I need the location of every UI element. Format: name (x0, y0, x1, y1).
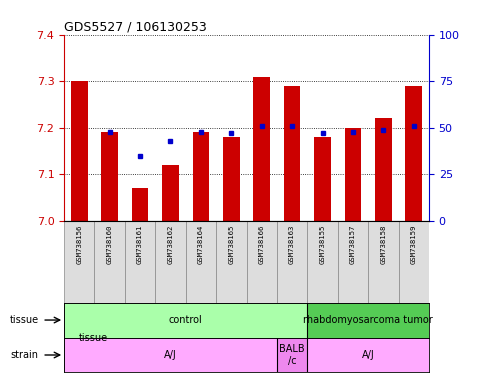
Bar (277, 338, 307, 372)
Bar (405, 86, 422, 221)
Bar (64, 338, 277, 372)
Bar (375, 118, 391, 221)
FancyBboxPatch shape (216, 221, 246, 303)
Bar (253, 76, 270, 221)
Text: GSM738158: GSM738158 (380, 225, 387, 265)
Bar (345, 128, 361, 221)
Text: GSM738164: GSM738164 (198, 225, 204, 265)
Text: rhabdomyosarcoma tumor: rhabdomyosarcoma tumor (303, 315, 433, 325)
Text: control: control (169, 315, 203, 325)
Text: GSM738162: GSM738162 (168, 225, 174, 265)
Text: GSM738160: GSM738160 (106, 225, 113, 265)
Text: GSM738166: GSM738166 (259, 225, 265, 265)
FancyBboxPatch shape (246, 221, 277, 303)
Bar (193, 132, 209, 221)
Bar (64, 303, 307, 338)
Text: GSM738161: GSM738161 (137, 225, 143, 265)
Text: GSM738163: GSM738163 (289, 225, 295, 265)
FancyBboxPatch shape (307, 221, 338, 303)
Text: GSM738159: GSM738159 (411, 225, 417, 265)
Bar (284, 86, 300, 221)
Bar (307, 303, 429, 338)
FancyBboxPatch shape (338, 221, 368, 303)
Text: GSM738155: GSM738155 (319, 225, 325, 265)
FancyBboxPatch shape (277, 221, 307, 303)
FancyBboxPatch shape (95, 221, 125, 303)
Bar (223, 137, 240, 221)
Bar (314, 137, 331, 221)
Text: GSM738165: GSM738165 (228, 225, 234, 265)
FancyBboxPatch shape (368, 221, 398, 303)
FancyBboxPatch shape (398, 221, 429, 303)
Text: GSM738157: GSM738157 (350, 225, 356, 265)
Text: A/J: A/J (164, 350, 177, 360)
Text: GSM738156: GSM738156 (76, 225, 82, 265)
Bar (132, 189, 148, 221)
Text: strain: strain (10, 350, 38, 360)
Bar (162, 165, 179, 221)
FancyBboxPatch shape (155, 221, 186, 303)
FancyBboxPatch shape (64, 221, 95, 303)
Text: A/J: A/J (362, 350, 375, 360)
Text: BALB
/c: BALB /c (280, 344, 305, 366)
Text: tissue: tissue (79, 333, 108, 343)
Text: GDS5527 / 106130253: GDS5527 / 106130253 (64, 20, 207, 33)
Text: tissue: tissue (9, 315, 38, 325)
Bar (71, 81, 88, 221)
Bar (307, 338, 429, 372)
FancyBboxPatch shape (186, 221, 216, 303)
FancyBboxPatch shape (125, 221, 155, 303)
Bar (102, 132, 118, 221)
